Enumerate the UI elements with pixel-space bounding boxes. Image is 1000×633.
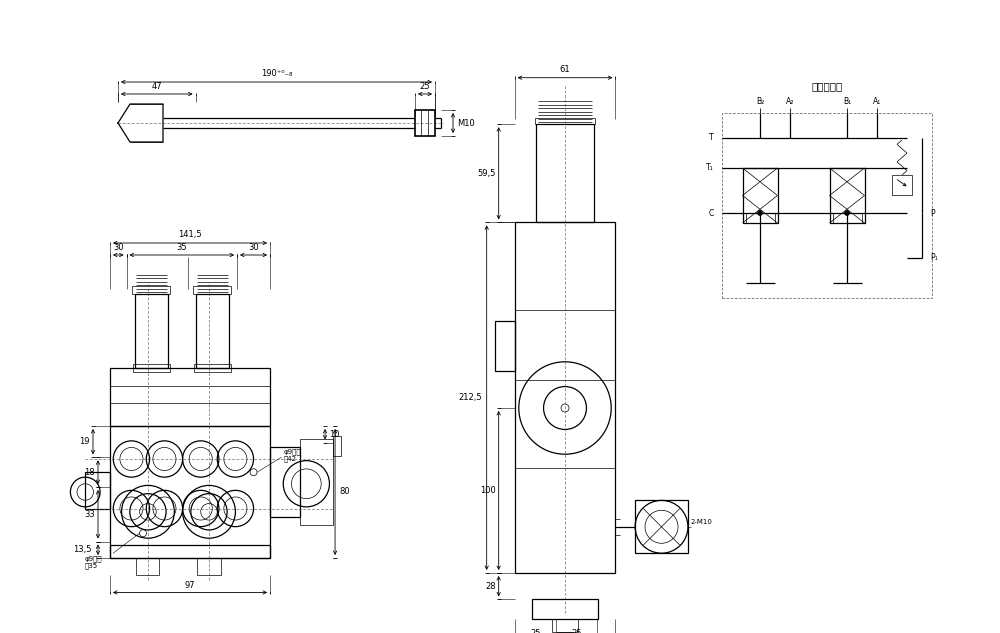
Text: T₁: T₁ [706,163,714,173]
Bar [110,368,270,426]
Text: M10: M10 [457,118,475,127]
Bar [194,364,231,372]
Text: P₁: P₁ [930,253,938,263]
Text: 13,5: 13,5 [74,545,92,555]
Bar [415,110,435,136]
Bar [110,545,270,558]
Text: 141,5: 141,5 [178,230,202,239]
Text: A₂: A₂ [786,97,794,106]
Text: P: P [930,208,935,218]
Bar [197,558,221,575]
Bar [135,294,168,368]
Text: 59,5: 59,5 [477,169,496,178]
Bar [635,501,688,553]
Bar [535,118,595,124]
Text: 18: 18 [84,468,95,477]
Bar [196,294,229,368]
Text: A₁: A₁ [873,97,881,106]
Text: T: T [709,134,714,142]
Text: φ9通孔: φ9通孔 [85,555,103,562]
Text: 25: 25 [420,82,430,91]
Bar [85,472,110,508]
Text: 28: 28 [485,582,496,591]
Text: 35: 35 [176,243,187,252]
Bar [832,213,862,223]
Bar [532,599,598,619]
Text: C: C [709,208,714,218]
Bar [830,168,864,223]
Circle shape [758,211,763,215]
Bar [110,426,270,558]
Bar [742,168,778,223]
Text: B₂: B₂ [756,97,764,106]
Bar [552,619,578,632]
Bar [132,285,170,294]
Bar [333,436,341,456]
Text: 190⁺⁰₋₈: 190⁺⁰₋₈ [261,69,292,78]
Text: 30: 30 [248,243,259,252]
Bar [270,448,300,517]
Text: 2-M10: 2-M10 [691,519,713,525]
Text: 25: 25 [530,629,541,633]
Text: 19: 19 [80,437,90,446]
Bar [136,558,159,575]
Bar [892,175,912,195]
Text: 高35: 高35 [85,562,98,569]
Bar [300,439,333,525]
Text: 25: 25 [571,629,582,633]
Text: 高42: 高42 [284,456,297,462]
Text: 33: 33 [84,510,95,519]
Circle shape [844,211,850,215]
Text: 液压原理图: 液压原理图 [811,81,843,91]
Text: 80: 80 [339,487,350,496]
Text: 97: 97 [185,580,195,589]
Bar [193,285,231,294]
Bar [515,222,615,573]
Bar [495,322,515,371]
Text: 30: 30 [113,243,124,252]
Bar [133,364,170,372]
Bar [536,124,594,222]
Text: 212,5: 212,5 [458,393,482,402]
Text: 61: 61 [560,65,570,73]
Text: B₁: B₁ [843,97,851,106]
Text: 10: 10 [329,430,340,439]
Text: 47: 47 [151,82,162,91]
Text: φ9通孔: φ9通孔 [284,449,301,455]
Bar [746,213,774,223]
Bar [722,113,932,298]
Text: 100: 100 [480,486,496,495]
